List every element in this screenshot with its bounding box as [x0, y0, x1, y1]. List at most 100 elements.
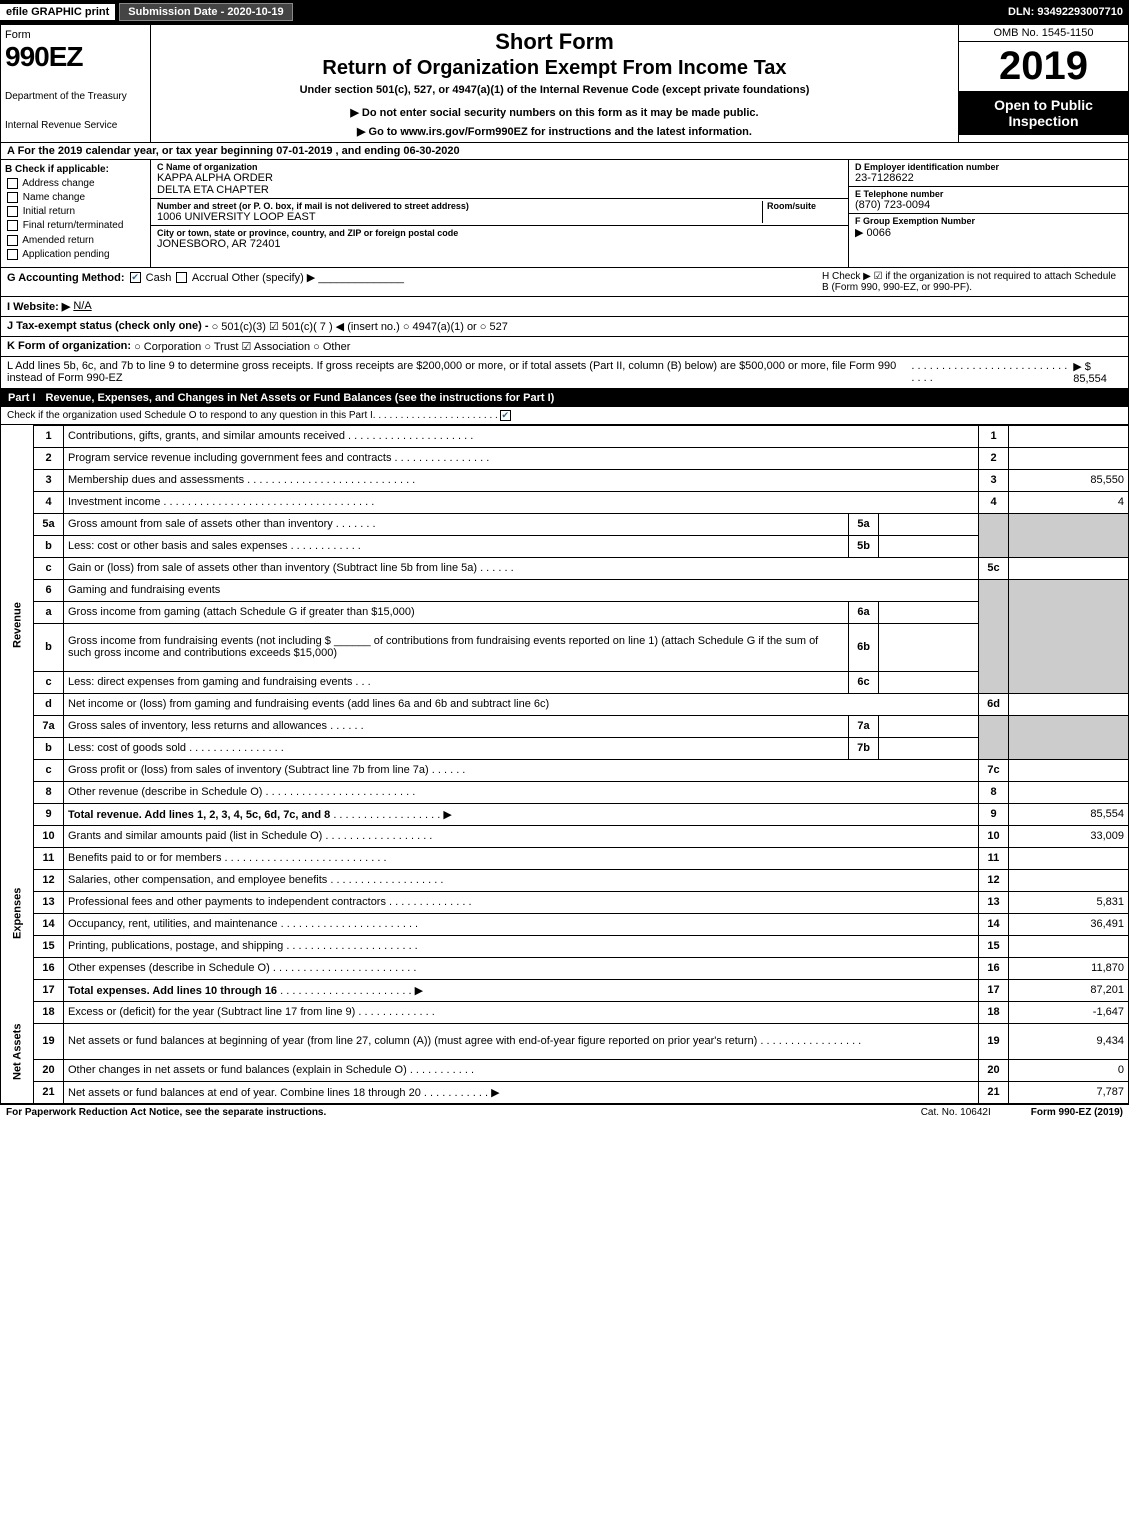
- org-name: KAPPA ALPHA ORDER: [157, 172, 842, 184]
- ssn-note: ▶ Do not enter social security numbers o…: [157, 106, 952, 119]
- opt-address-change: Address change: [5, 178, 146, 189]
- netassets-side: Net Assets: [1, 1001, 34, 1103]
- row-21: 21 Net assets or fund balances at end of…: [1, 1081, 1129, 1103]
- irs: Internal Revenue Service: [5, 120, 146, 131]
- phone-val: (870) 723-0094: [855, 199, 1122, 211]
- row-6d: d Net income or (loss) from gaming and f…: [1, 693, 1129, 715]
- row-5c: c Gain or (loss) from sale of assets oth…: [1, 557, 1129, 579]
- part-1-title: Revenue, Expenses, and Changes in Net As…: [46, 392, 1121, 404]
- cash-check: [130, 272, 141, 283]
- row-10: Expenses 10 Grants and similar amounts p…: [1, 825, 1129, 847]
- gross-receipts: ▶ $ 85,554: [1073, 360, 1122, 385]
- org-name2: DELTA ETA CHAPTER: [157, 184, 842, 196]
- cat-no: Cat. No. 10642I: [921, 1107, 991, 1118]
- row-2: 2 Program service revenue including gove…: [1, 447, 1129, 469]
- row-12: 12 Salaries, other compensation, and emp…: [1, 869, 1129, 891]
- org-name-label: C Name of organization: [157, 162, 842, 172]
- part-1-sub: Check if the organization used Schedule …: [0, 407, 1129, 425]
- row-17: 17 Total expenses. Add lines 10 through …: [1, 979, 1129, 1001]
- section-d: D Employer identification number 23-7128…: [849, 160, 1128, 187]
- row-6: 6 Gaming and fundraising events: [1, 579, 1129, 601]
- section-e: E Telephone number (870) 723-0094: [849, 187, 1128, 214]
- part-1-num: Part I: [8, 392, 36, 404]
- omb-number: OMB No. 1545-1150: [959, 25, 1128, 42]
- part-1-table: Revenue 1 Contributions, gifts, grants, …: [0, 425, 1129, 1104]
- row-8: 8 Other revenue (describe in Schedule O)…: [1, 781, 1129, 803]
- section-l: L Add lines 5b, 6c, and 7b to line 9 to …: [0, 357, 1129, 389]
- group-label: F Group Exemption Number: [855, 216, 1122, 226]
- period-row: A For the 2019 calendar year, or tax yea…: [0, 143, 1129, 160]
- addr-label: Number and street (or P. O. box, if mail…: [157, 201, 762, 211]
- section-i: I Website: ▶ N/A: [0, 297, 1129, 317]
- section-h: H Check ▶ ☑ if the organization is not r…: [822, 271, 1122, 293]
- city-row: City or town, state or province, country…: [151, 226, 848, 252]
- info-right: D Employer identification number 23-7128…: [848, 160, 1128, 267]
- row-3: 3 Membership dues and assessments . . . …: [1, 469, 1129, 491]
- row-16: 16 Other expenses (describe in Schedule …: [1, 957, 1129, 979]
- part-1-header: Part I Revenue, Expenses, and Changes in…: [0, 389, 1129, 407]
- schedule-o-check: [500, 410, 511, 421]
- row-7c: c Gross profit or (loss) from sales of i…: [1, 759, 1129, 781]
- submission-date: Submission Date - 2020-10-19: [119, 3, 292, 21]
- section-g: G Accounting Method: Cash Accrual Other …: [7, 271, 822, 293]
- row-4: 4 Investment income . . . . . . . . . . …: [1, 491, 1129, 513]
- form-ref: Form 990-EZ (2019): [1031, 1107, 1123, 1118]
- row-1: Revenue 1 Contributions, gifts, grants, …: [1, 425, 1129, 447]
- row-6b: b Gross income from fundraising events (…: [1, 623, 1129, 671]
- info-row: B Check if applicable: Address change Na…: [0, 160, 1129, 268]
- form-word: Form: [5, 29, 146, 41]
- row-14: 14 Occupancy, rent, utilities, and maint…: [1, 913, 1129, 935]
- form-header: Form 990EZ Department of the Treasury In…: [0, 24, 1129, 143]
- accrual-check: [176, 272, 187, 283]
- dln: DLN: 93492293007710: [1008, 6, 1129, 18]
- main-title: Return of Organization Exempt From Incom…: [157, 57, 952, 80]
- opt-name-change: Name change: [5, 192, 146, 203]
- section-b-label: B Check if applicable:: [5, 164, 146, 175]
- city-val: JONESBORO, AR 72401: [157, 238, 842, 250]
- paperwork-notice: For Paperwork Reduction Act Notice, see …: [6, 1107, 921, 1118]
- ein-val: 23-7128622: [855, 172, 1122, 184]
- row-5a: 5a Gross amount from sale of assets othe…: [1, 513, 1129, 535]
- top-bar: efile GRAPHIC print Submission Date - 20…: [0, 0, 1129, 24]
- section-j: J Tax-exempt status (check only one) - ○…: [0, 317, 1129, 337]
- header-center: Short Form Return of Organization Exempt…: [151, 25, 958, 142]
- addr-val: 1006 UNIVERSITY LOOP EAST: [157, 211, 762, 223]
- phone-label: E Telephone number: [855, 189, 1122, 199]
- room-label: Room/suite: [767, 201, 842, 211]
- section-f: F Group Exemption Number ▶ 0066: [849, 214, 1128, 267]
- addr-row: Number and street (or P. O. box, if mail…: [151, 199, 848, 226]
- tax-year: 2019: [959, 42, 1128, 91]
- website-val: N/A: [73, 300, 91, 313]
- row-7a: 7a Gross sales of inventory, less return…: [1, 715, 1129, 737]
- opt-amended: Amended return: [5, 235, 146, 246]
- section-b: B Check if applicable: Address change Na…: [1, 160, 151, 267]
- row-15: 15 Printing, publications, postage, and …: [1, 935, 1129, 957]
- goto-note: ▶ Go to www.irs.gov/Form990EZ for instru…: [157, 125, 952, 138]
- group-val: ▶ 0066: [855, 226, 1122, 239]
- short-form-title: Short Form: [157, 29, 952, 55]
- section-c: C Name of organization KAPPA ALPHA ORDER…: [151, 160, 848, 267]
- row-g-h: G Accounting Method: Cash Accrual Other …: [0, 268, 1129, 297]
- row-7b: b Less: cost of goods sold . . . . . . .…: [1, 737, 1129, 759]
- row-20: 20 Other changes in net assets or fund b…: [1, 1059, 1129, 1081]
- header-left: Form 990EZ Department of the Treasury In…: [1, 25, 151, 142]
- department: Department of the Treasury: [5, 91, 146, 102]
- open-public: Open to Public Inspection: [959, 91, 1128, 135]
- opt-final-return: Final return/terminated: [5, 220, 146, 231]
- row-13: 13 Professional fees and other payments …: [1, 891, 1129, 913]
- section-k: K Form of organization: ○ Corporation ○ …: [0, 337, 1129, 357]
- opt-pending: Application pending: [5, 249, 146, 260]
- opt-initial-return: Initial return: [5, 206, 146, 217]
- footer: For Paperwork Reduction Act Notice, see …: [0, 1104, 1129, 1120]
- row-5b: b Less: cost or other basis and sales ex…: [1, 535, 1129, 557]
- city-label: City or town, state or province, country…: [157, 228, 842, 238]
- revenue-side: Revenue: [1, 425, 34, 825]
- subtitle: Under section 501(c), 527, or 4947(a)(1)…: [157, 84, 952, 96]
- org-name-row: C Name of organization KAPPA ALPHA ORDER…: [151, 160, 848, 199]
- ein-label: D Employer identification number: [855, 162, 1122, 172]
- row-11: 11 Benefits paid to or for members . . .…: [1, 847, 1129, 869]
- row-6a: a Gross income from gaming (attach Sched…: [1, 601, 1129, 623]
- row-18: Net Assets 18 Excess or (deficit) for th…: [1, 1001, 1129, 1023]
- row-19: 19 Net assets or fund balances at beginn…: [1, 1023, 1129, 1059]
- header-right: OMB No. 1545-1150 2019 Open to Public In…: [958, 25, 1128, 142]
